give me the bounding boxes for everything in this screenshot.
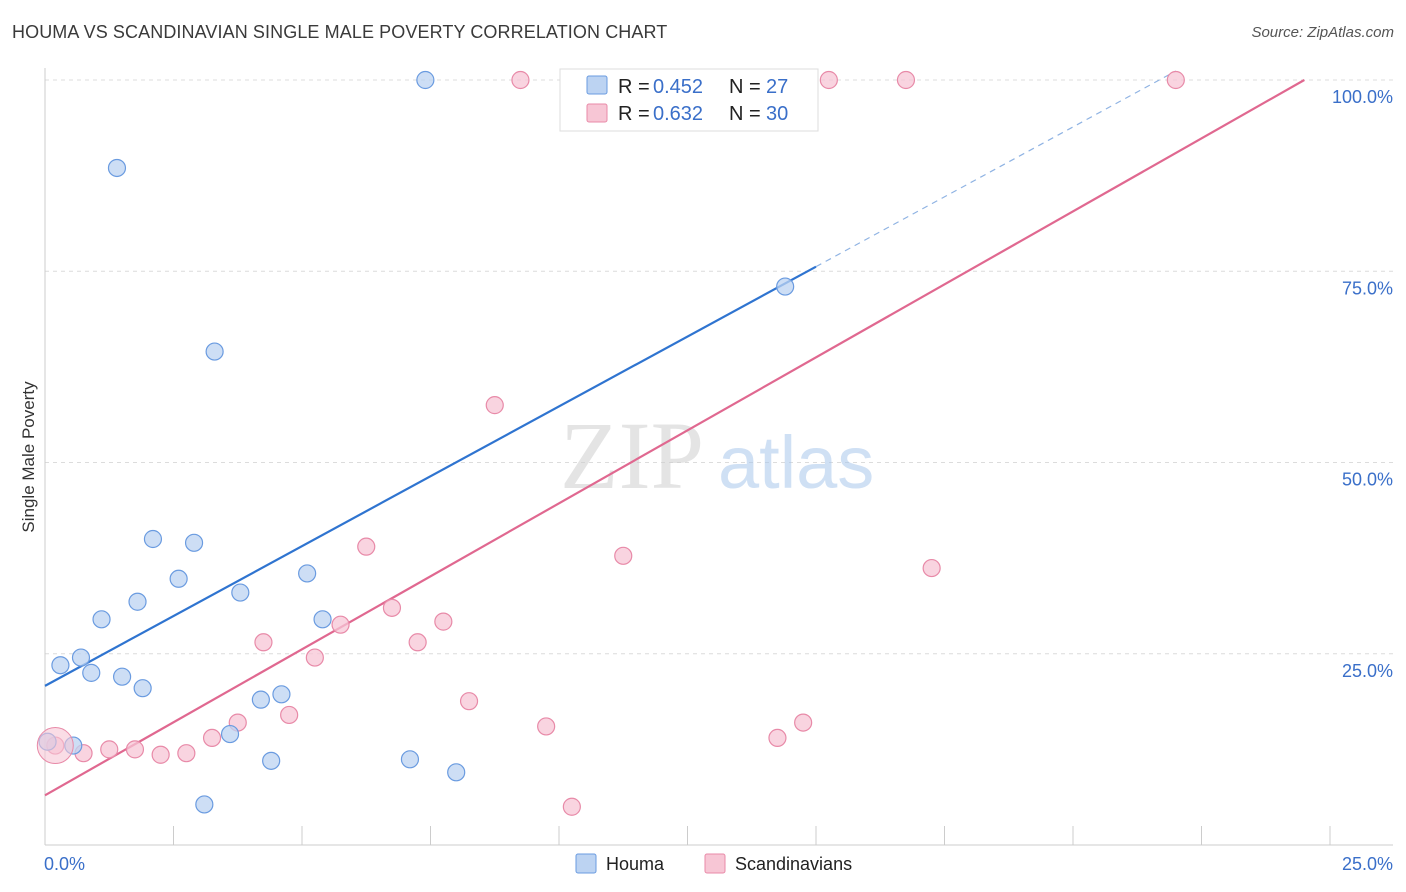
y-tick-label: 50.0% (1342, 470, 1393, 490)
source-label: Source: ZipAtlas.com (1251, 24, 1394, 41)
watermark-zip: ZIP (560, 402, 704, 509)
watermark: ZIP atlas (560, 402, 874, 509)
point-scandinavians (254, 633, 273, 652)
point-houma (272, 685, 291, 704)
x-tick-label-max: 25.0% (1342, 854, 1393, 874)
point-scandinavians (434, 612, 453, 631)
point-scandinavians (280, 705, 299, 725)
point-houma (51, 656, 70, 675)
point-houma (133, 679, 152, 698)
point-houma (71, 648, 91, 667)
legend-top: R = 0.452 N = 27 R = 0.632 N = 30 (559, 68, 819, 132)
point-scandinavians (537, 717, 556, 736)
bottom-legend-swatch-scandinavians (704, 853, 726, 874)
point-houma (416, 70, 435, 90)
y-axis-label: Single Male Poverty (19, 381, 38, 533)
bottom-legend-label-scandinavians: Scandinavians (735, 854, 852, 874)
point-houma (143, 529, 163, 549)
point-houma (107, 158, 127, 178)
legend-swatch-houma (586, 75, 608, 95)
legend-r-value-scandinavians: 0.632 (653, 103, 703, 125)
point-scandinavians (922, 558, 941, 578)
point-scandinavians (1166, 70, 1185, 90)
point-scandinavians (459, 692, 479, 711)
point-scandinavians (562, 797, 581, 816)
bottom-legend-swatch-houma (575, 853, 597, 874)
point-houma (184, 533, 204, 552)
point-scandinavians (202, 728, 222, 748)
axes (44, 68, 1393, 846)
trend-line-houma (44, 265, 817, 687)
y-tick-label: 25.0% (1342, 661, 1393, 681)
data-points (36, 70, 1185, 816)
point-houma (251, 690, 270, 709)
point-houma (112, 667, 132, 686)
point-scandinavians (331, 615, 350, 634)
legend-n-value-scandinavians: 30 (766, 103, 788, 125)
point-houma (262, 751, 281, 770)
point-scandinavians (100, 740, 119, 759)
point-houma (169, 569, 188, 588)
point-houma (82, 663, 101, 682)
x-tick-labels: 0.0% 25.0% (44, 854, 1393, 874)
trend-lines (44, 70, 1305, 797)
point-houma (220, 724, 240, 744)
chart-title: HOUMA VS SCANDINAVIAN SINGLE MALE POVERT… (12, 22, 668, 42)
legend-bottom: Houma Scandinavians (575, 853, 852, 874)
point-scandinavians (382, 598, 402, 617)
legend-n-label-houma: N = (729, 76, 761, 98)
point-houma (92, 610, 111, 629)
trend-line-scandinavians (44, 79, 1305, 797)
y-tick-label: 100.0% (1332, 87, 1393, 107)
point-houma (231, 583, 250, 602)
point-scandinavians (485, 396, 504, 415)
point-scandinavians (511, 70, 530, 90)
point-houma (447, 763, 466, 782)
point-houma (205, 342, 224, 361)
point-houma (195, 795, 214, 814)
point-scandinavians (768, 728, 787, 748)
point-scandinavians (794, 713, 813, 732)
y-tick-label: 75.0% (1342, 278, 1393, 298)
point-houma (400, 750, 420, 769)
point-scandinavians (408, 633, 427, 652)
legend-swatch-scandinavians (586, 103, 608, 123)
point-scandinavians (177, 744, 196, 763)
point-scandinavians (357, 537, 376, 556)
point-scandinavians (896, 70, 916, 90)
point-houma (298, 564, 317, 583)
point-scandinavians (151, 745, 170, 764)
point-scandinavians (614, 546, 633, 565)
legend-n-value-houma: 27 (766, 76, 788, 98)
legend-n-label-scandinavians: N = (729, 103, 761, 125)
point-scandinavians-large (36, 727, 74, 765)
point-scandinavians (305, 648, 324, 667)
x-tick-label-min: 0.0% (44, 854, 85, 874)
point-houma (313, 610, 332, 629)
legend-r-label-houma: R = (618, 76, 650, 98)
legend-r-value-houma: 0.452 (653, 76, 703, 98)
y-tick-labels: 25.0% 50.0% 75.0% 100.0% (1332, 87, 1393, 681)
point-houma (776, 277, 795, 296)
legend-r-label-scandinavians: R = (618, 103, 650, 125)
bottom-legend-label-houma: Houma (606, 854, 665, 874)
point-houma (128, 592, 147, 611)
point-scandinavians (125, 740, 145, 759)
gridlines (45, 79, 1393, 655)
trend-line-houma-extension (815, 70, 1177, 268)
point-scandinavians (819, 70, 838, 90)
watermark-atlas: atlas (718, 421, 874, 504)
